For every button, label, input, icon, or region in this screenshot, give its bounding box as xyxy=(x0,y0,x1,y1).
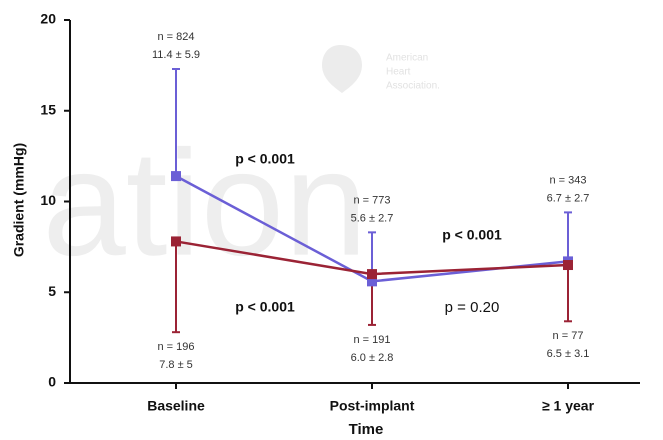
n-label: n = 196 xyxy=(157,341,194,353)
marker xyxy=(171,236,181,247)
n-label: n = 77 xyxy=(553,330,584,342)
p-value: p < 0.001 xyxy=(235,151,295,167)
marker xyxy=(367,269,377,280)
value-label: 6.5 ± 3.1 xyxy=(547,348,590,360)
logo-text: Heart xyxy=(386,67,411,78)
n-label: n = 343 xyxy=(549,174,586,186)
p-value: p < 0.001 xyxy=(442,227,502,243)
value-label: 5.6 ± 2.7 xyxy=(351,212,394,224)
marker xyxy=(367,276,377,287)
x-tick-label: Baseline xyxy=(147,398,205,414)
y-tick-label: 20 xyxy=(40,11,56,27)
x-tick-label: Post-implant xyxy=(330,398,415,414)
x-axis-label: Time xyxy=(349,421,384,438)
p-value: p < 0.001 xyxy=(235,299,295,315)
n-label: n = 824 xyxy=(157,31,194,43)
logo-icon xyxy=(322,45,362,93)
y-tick-label: 15 xyxy=(40,101,56,117)
marker xyxy=(171,171,181,182)
watermark-text: ation xyxy=(42,119,367,287)
value-label: 11.4 ± 5.9 xyxy=(152,49,200,61)
n-label: n = 773 xyxy=(353,194,390,206)
value-label: 6.0 ± 2.8 xyxy=(351,352,394,364)
value-label: 6.7 ± 2.7 xyxy=(547,192,590,204)
y-tick-label: 10 xyxy=(40,192,56,208)
y-tick-label: 5 xyxy=(48,283,56,299)
y-axis-label: Gradient (mmHg) xyxy=(11,143,27,257)
x-tick-label: ≥ 1 year xyxy=(542,398,595,414)
marker xyxy=(563,260,573,271)
logo-text: Association. xyxy=(386,81,440,92)
p-value: p = 0.20 xyxy=(445,299,500,316)
n-label: n = 191 xyxy=(353,334,390,346)
value-label: 7.8 ± 5 xyxy=(159,359,193,371)
logo-text: American xyxy=(386,53,428,64)
y-tick-label: 0 xyxy=(48,374,56,390)
